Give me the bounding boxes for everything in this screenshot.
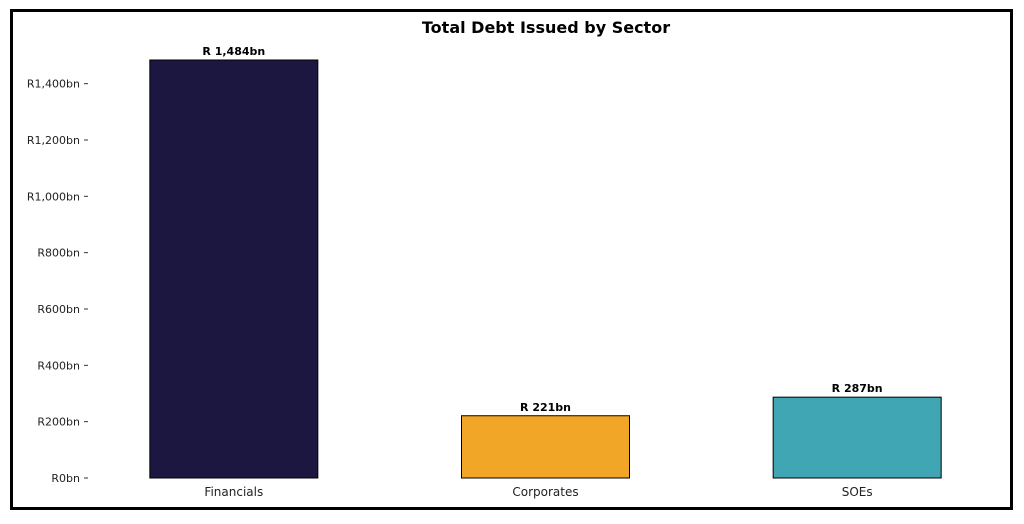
y-tick-label: R0bn bbox=[51, 472, 80, 485]
y-tick-label: R1,000bn bbox=[27, 190, 80, 203]
y-tick-label: R200bn bbox=[37, 416, 80, 429]
x-tick-label: SOEs bbox=[842, 485, 873, 499]
bar-financials bbox=[149, 59, 319, 479]
y-axis: R0bn R200bn R400bn R600bn R800bn R1,000bn R1,2… bbox=[27, 78, 88, 485]
x-tick-label: Corporates bbox=[512, 485, 578, 499]
y-tick-label: R1,400bn bbox=[27, 78, 80, 91]
bars: R 1,484bn R 221bn R 287bn bbox=[149, 45, 942, 479]
y-tick-label: R800bn bbox=[37, 247, 80, 260]
y-tick-label: R600bn bbox=[37, 303, 80, 316]
x-axis: Financials Corporates SOEs bbox=[204, 485, 872, 499]
y-tick-label: R400bn bbox=[37, 359, 80, 372]
chart-title: Total Debt Issued by Sector bbox=[422, 18, 670, 37]
bar-value-label: R 1,484bn bbox=[202, 45, 265, 58]
x-tick-label: Financials bbox=[204, 485, 263, 499]
bar-value-label: R 287bn bbox=[832, 382, 883, 395]
y-tick-label: R1,200bn bbox=[27, 134, 80, 147]
bar-soes bbox=[772, 396, 942, 479]
bar-corporates bbox=[461, 415, 630, 479]
bar-value-label: R 221bn bbox=[520, 401, 571, 414]
